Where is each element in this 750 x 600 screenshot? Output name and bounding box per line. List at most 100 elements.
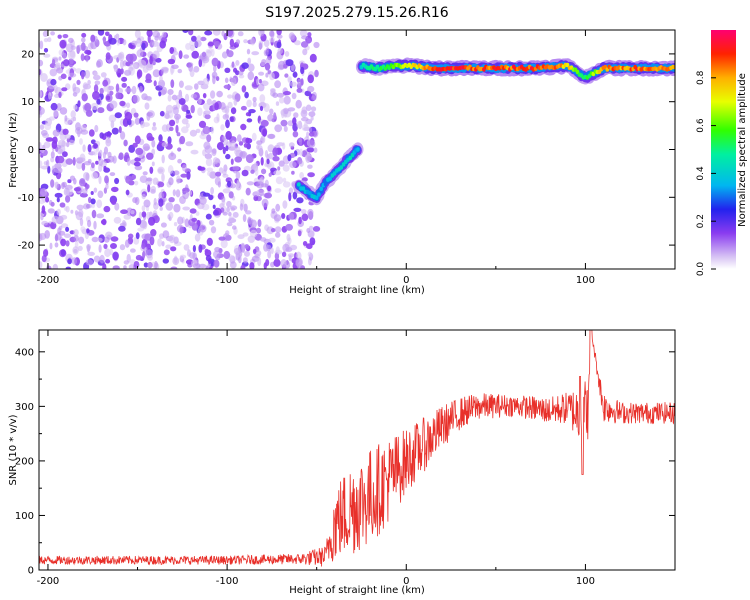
noise-blob: [111, 200, 117, 206]
noise-blob: [84, 69, 91, 79]
noise-blob: [96, 213, 105, 219]
noise-blob: [62, 52, 67, 59]
noise-blob: [300, 41, 309, 48]
noise-blob: [43, 53, 51, 58]
noise-blob: [125, 53, 134, 62]
noise-blob: [73, 234, 79, 242]
noise-blob: [63, 187, 70, 196]
noise-blob: [185, 122, 190, 129]
noise-blob: [90, 198, 96, 205]
noise-blob: [198, 120, 207, 128]
noise-blob: [137, 227, 145, 232]
noise-blob: [264, 192, 272, 199]
track-segment: [301, 186, 306, 191]
noise-blob: [282, 181, 291, 188]
noise-blob: [79, 217, 84, 227]
noise-blob: [170, 79, 175, 88]
noise-blob: [275, 246, 280, 255]
noise-blob: [195, 211, 200, 216]
noise-blob: [153, 197, 157, 206]
noise-blob: [299, 148, 303, 156]
noise-blob: [133, 112, 139, 118]
noise-blob: [227, 180, 232, 188]
noise-blob: [282, 107, 289, 115]
noise-blob: [256, 189, 265, 194]
noise-blob: [186, 171, 191, 180]
noise-blob: [161, 124, 169, 132]
noise-blob: [150, 229, 157, 237]
noise-blob: [305, 104, 312, 112]
noise-blob: [271, 208, 276, 214]
noise-blob: [213, 157, 219, 165]
noise-blob: [58, 91, 62, 99]
colorbar: 0.0 0.2 0.4 0.6 0.8 Normalized spectral ampl…: [696, 30, 748, 276]
noise-blob: [109, 248, 114, 256]
noise-blob: [263, 262, 267, 269]
noise-blob: [159, 40, 166, 49]
noise-blob: [249, 229, 258, 238]
noise-blob: [43, 249, 49, 257]
noise-blob: [309, 237, 316, 246]
noise-blob: [198, 58, 203, 68]
noise-blob: [285, 59, 294, 67]
noise-blob: [133, 161, 141, 167]
noise-blob: [118, 225, 126, 232]
noise-blob: [100, 72, 107, 78]
noise-blob: [76, 204, 84, 211]
noise-blob: [187, 249, 191, 257]
noise-blob: [80, 129, 89, 135]
noise-blob: [39, 59, 44, 67]
noise-blob: [222, 211, 228, 216]
noise-blob: [141, 205, 146, 212]
noise-blob: [91, 209, 97, 219]
x-tick-label: -100: [216, 275, 239, 286]
noise-blob: [234, 156, 242, 163]
noise-blob: [225, 130, 232, 140]
y-tick-label: 20: [21, 49, 34, 60]
noise-blob: [211, 148, 217, 156]
noise-blob: [145, 73, 152, 82]
noise-blob: [104, 248, 111, 258]
noise-blob: [192, 245, 196, 253]
noise-blob: [310, 116, 314, 121]
noise-blob: [235, 60, 240, 66]
noise-blob: [190, 93, 198, 99]
noise-blob: [124, 111, 133, 121]
noise-blob: [54, 181, 59, 189]
noise-blob: [147, 254, 154, 261]
noise-blob: [40, 73, 48, 82]
noise-blob: [189, 208, 197, 214]
noise-blob: [123, 214, 132, 220]
noise-blob: [247, 63, 255, 72]
noise-blob: [64, 134, 71, 140]
noise-blob: [68, 37, 74, 44]
noise-blob: [184, 85, 193, 91]
noise-blob: [50, 179, 55, 188]
noise-blob: [177, 147, 182, 152]
noise-blob: [128, 66, 134, 72]
noise-blob: [67, 179, 72, 184]
noise-blob: [134, 30, 141, 39]
noise-blob: [274, 252, 280, 261]
noise-blob: [119, 244, 126, 251]
noise-blob: [294, 40, 301, 46]
noise-blob: [94, 124, 99, 133]
noise-blob: [268, 144, 273, 153]
noise-blob: [81, 71, 85, 80]
noise-blob: [260, 61, 266, 67]
noise-blob: [245, 187, 251, 196]
noise-blob: [171, 94, 178, 101]
noise-blob: [115, 92, 122, 100]
colorbar-label: Normalized spectral amplitude: [737, 73, 748, 227]
noise-blob: [258, 30, 265, 37]
noise-blob: [85, 172, 90, 182]
noise-blob: [123, 260, 129, 265]
noise-blob: [84, 102, 92, 112]
noise-blob: [157, 168, 164, 173]
noise-blob: [209, 171, 217, 179]
noise-blob: [87, 219, 92, 228]
noise-blob: [192, 263, 201, 269]
noise-blob: [115, 83, 120, 92]
colorbar-gradient: [711, 30, 736, 269]
noise-blob: [226, 206, 231, 213]
